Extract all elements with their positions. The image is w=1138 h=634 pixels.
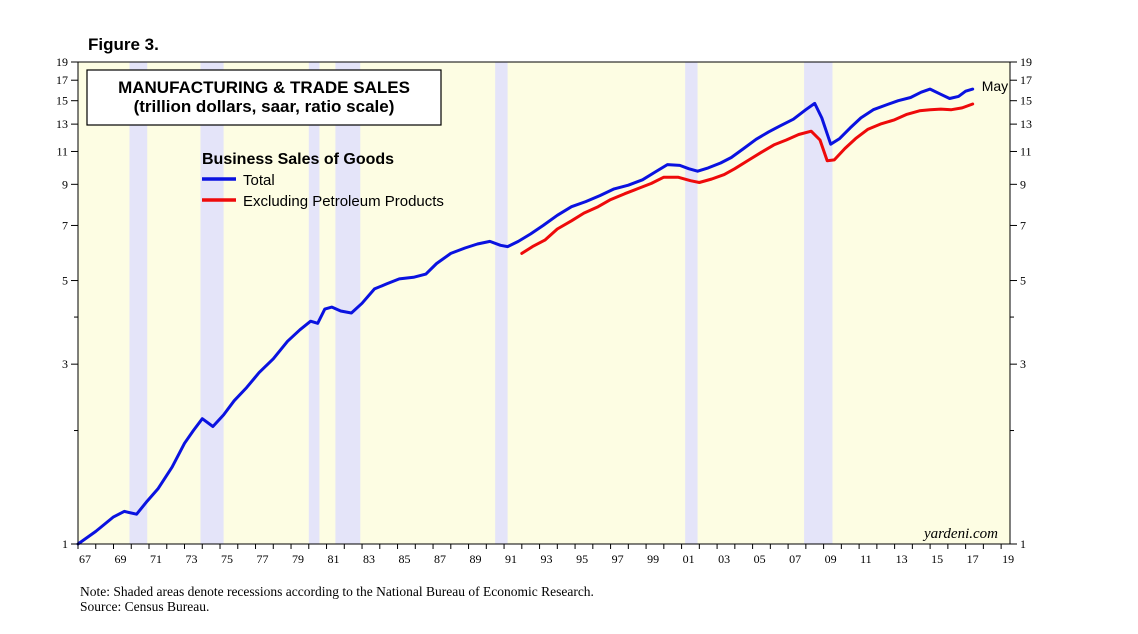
x-tick-label: 83 — [363, 552, 375, 566]
x-tick-label: 15 — [931, 552, 943, 566]
x-tick-label: 07 — [789, 552, 801, 566]
x-tick-label: 85 — [399, 552, 411, 566]
chart-title: MANUFACTURING & TRADE SALES — [118, 78, 410, 97]
plot-frame — [77, 61, 1011, 545]
legend-label-excl: Excluding Petroleum Products — [243, 193, 444, 210]
figure-label: Figure 3. — [88, 35, 159, 54]
y-tick-label-left: 1 — [62, 537, 68, 551]
x-tick-label: 11 — [860, 552, 872, 566]
footnote: Note: Shaded areas denote recessions acc… — [80, 584, 594, 614]
recession-band — [335, 62, 361, 544]
x-tick-label: 09 — [825, 552, 837, 566]
x-tick-label: 87 — [434, 552, 446, 566]
y-tick-label-right: 1 — [1020, 537, 1026, 551]
x-tick-label: 73 — [186, 552, 198, 566]
x-tick-label: 13 — [896, 552, 908, 566]
y-tick-label-right: 13 — [1020, 117, 1032, 131]
y-tick-label-left: 17 — [56, 73, 68, 87]
y-tick-label-left: 11 — [56, 144, 68, 158]
x-tick-label: 05 — [754, 552, 766, 566]
legend-label-total: Total — [243, 172, 275, 189]
note-text: Note: Shaded areas denote recessions acc… — [80, 584, 594, 599]
x-tick-label: 91 — [505, 552, 517, 566]
recession-band — [804, 62, 833, 544]
y-tick-label-right: 11 — [1020, 144, 1032, 158]
recession-band — [308, 62, 320, 544]
series-line-total — [76, 87, 975, 546]
y-tick-label-right: 19 — [1020, 55, 1032, 69]
series-line-excl-petroleum — [520, 102, 975, 255]
y-tick-label-right: 17 — [1020, 73, 1032, 87]
recession-band — [685, 62, 698, 544]
x-tick-label: 81 — [328, 552, 340, 566]
y-tick-label-right: 9 — [1020, 177, 1026, 191]
recession-band — [129, 62, 148, 544]
recession-band — [495, 62, 508, 544]
y-tick-label-left: 5 — [62, 274, 68, 288]
recession-band — [200, 62, 224, 544]
x-tick-label: 89 — [470, 552, 482, 566]
plot-background — [78, 62, 1010, 544]
x-tick-label: 03 — [718, 552, 730, 566]
x-tick-label: 01 — [683, 552, 695, 566]
x-tick-label: 67 — [79, 552, 91, 566]
legend-title: Business Sales of Goods — [202, 151, 394, 168]
end-label-may: May — [982, 78, 1008, 94]
x-tick-label: 79 — [292, 552, 304, 566]
x-tick-label: 77 — [257, 552, 269, 566]
x-tick-label: 75 — [221, 552, 233, 566]
y-tick-label-left: 9 — [62, 177, 68, 191]
y-tick-label-left: 15 — [56, 94, 68, 108]
source-text: Source: Census Bureau. — [80, 599, 210, 614]
x-tick-label: 71 — [150, 552, 162, 566]
y-tick-label-right: 15 — [1020, 94, 1032, 108]
y-tick-label-left: 13 — [56, 117, 68, 131]
x-tick-label: 99 — [647, 552, 659, 566]
y-tick-label-right: 7 — [1020, 218, 1026, 232]
x-tick-label: 97 — [612, 552, 624, 566]
y-tick-label-left: 19 — [56, 55, 68, 69]
x-tick-label: 95 — [576, 552, 588, 566]
x-tick-label: 19 — [1002, 552, 1014, 566]
y-tick-label-left: 3 — [62, 357, 68, 371]
title-box: MANUFACTURING & TRADE SALES (trillion do… — [86, 69, 442, 126]
x-tick-label: 93 — [541, 552, 553, 566]
series-group — [76, 87, 975, 546]
watermark: yardeni.com — [922, 526, 998, 542]
y-tick-label-right: 3 — [1020, 357, 1026, 371]
y-tick-label-left: 7 — [62, 218, 68, 232]
y-tick-label-right: 5 — [1020, 274, 1026, 288]
legend: Business Sales of Goods Total Excluding … — [202, 151, 444, 210]
chart-subtitle: (trillion dollars, saar, ratio scale) — [134, 97, 395, 116]
x-tick-label: 69 — [115, 552, 127, 566]
x-tick-label: 17 — [967, 552, 979, 566]
